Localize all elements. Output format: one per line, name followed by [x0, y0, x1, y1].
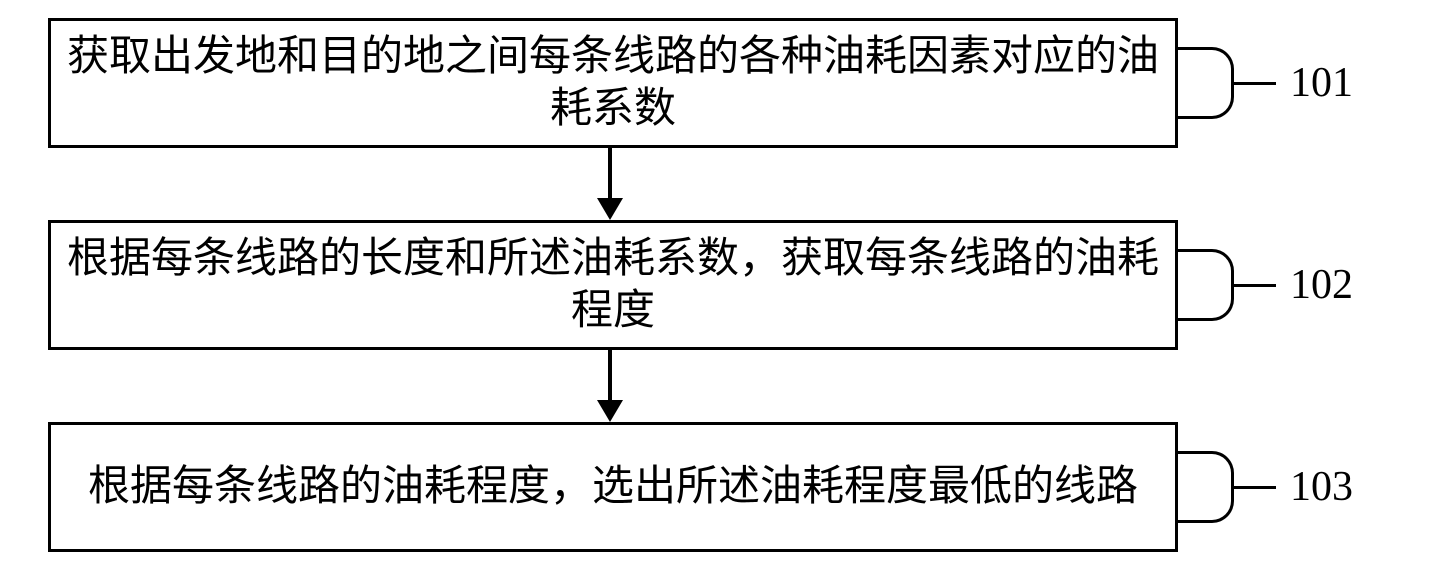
connector-mid-101 — [1234, 82, 1276, 85]
step-text-103: 根据每条线路的油耗程度，选出所述油耗程度最低的线路 — [65, 461, 1161, 514]
step-box-101: 获取出发地和目的地之间每条线路的各种油耗因素对应的油耗系数 — [48, 18, 1178, 148]
connector-mid-102 — [1234, 284, 1276, 287]
step-box-103: 根据每条线路的油耗程度，选出所述油耗程度最低的线路 — [48, 422, 1178, 552]
step-text-102: 根据每条线路的长度和所述油耗系数，获取每条线路的油耗程度 — [65, 233, 1161, 338]
step-text-101: 获取出发地和目的地之间每条线路的各种油耗因素对应的油耗系数 — [65, 31, 1161, 136]
flowchart-canvas: 获取出发地和目的地之间每条线路的各种油耗因素对应的油耗系数 根据每条线路的长度和… — [0, 0, 1438, 570]
step-box-102: 根据每条线路的长度和所述油耗系数，获取每条线路的油耗程度 — [48, 220, 1178, 350]
connector-bracket-102 — [1178, 249, 1234, 321]
arrow-shaft-icon — [608, 350, 612, 404]
step-label-103: 103 — [1290, 463, 1353, 511]
connector-bracket-101 — [1178, 47, 1234, 119]
arrow-head-icon — [597, 198, 623, 220]
step-label-101: 101 — [1290, 59, 1353, 107]
step-label-102: 102 — [1290, 261, 1353, 309]
arrow-shaft-icon — [608, 148, 612, 202]
arrow-head-icon — [597, 400, 623, 422]
connector-bracket-103 — [1178, 451, 1234, 523]
connector-mid-103 — [1234, 486, 1276, 489]
